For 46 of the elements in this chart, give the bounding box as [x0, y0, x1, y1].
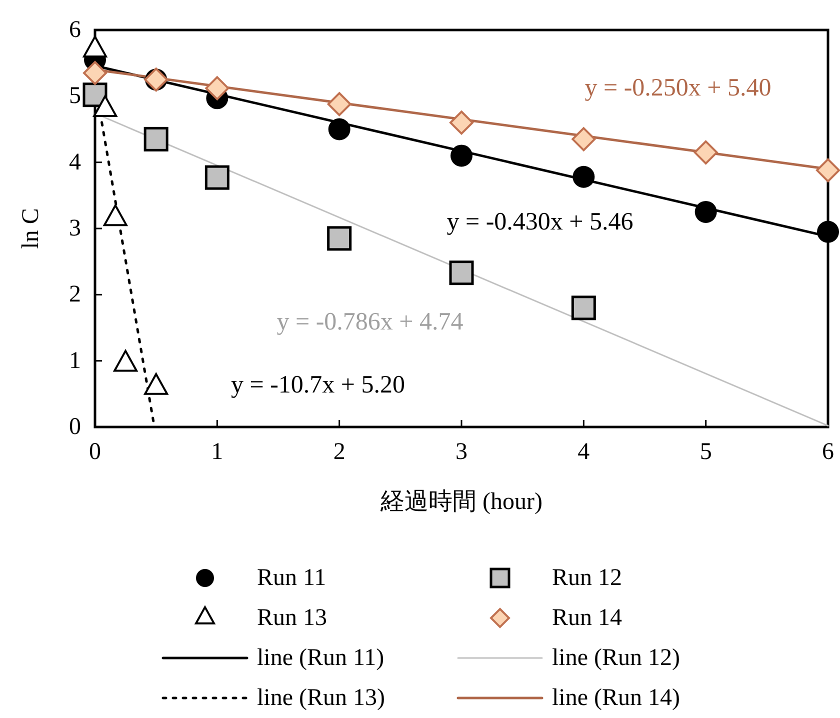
x-tick-label: 1: [211, 439, 224, 465]
x-axis-title: 経過時間 (hour): [380, 489, 542, 515]
legend-label: line (Run 13): [257, 685, 385, 711]
legend-label: Run 14: [552, 605, 622, 631]
point: [694, 140, 718, 164]
point: [816, 158, 840, 182]
x-tick-label: 5: [700, 439, 712, 465]
y-tick-label: 0: [69, 414, 81, 440]
point: [817, 220, 839, 243]
point: [82, 82, 108, 108]
y-tick-label: 2: [69, 282, 81, 308]
y-axis-title: ln C: [18, 208, 44, 249]
point: [205, 76, 230, 100]
x-tick-label: 0: [89, 439, 101, 465]
x-tick-label: 2: [333, 439, 346, 465]
point: [572, 127, 596, 152]
point: [449, 260, 474, 286]
legend-label: line (Run 11): [257, 645, 384, 671]
point: [327, 226, 352, 251]
annotation: y = -0.786x + 4.74: [276, 308, 464, 336]
legend-label: line (Run 12): [552, 645, 680, 671]
y-tick-label: 4: [69, 149, 81, 176]
legend-label: line (Run 14): [552, 685, 680, 711]
annotation: y = -0.430x + 5.46: [446, 208, 634, 236]
x-tick-label: 6: [822, 439, 834, 465]
point: [83, 61, 107, 86]
legend-label: Run 13: [257, 605, 328, 631]
point: [327, 92, 352, 116]
x-tick-label: 3: [456, 439, 468, 465]
point: [572, 166, 595, 188]
y-tick-label: 1: [69, 348, 81, 374]
point: [450, 144, 472, 167]
legend-label: Run 12: [552, 565, 622, 591]
x-tick-label: 4: [578, 439, 590, 465]
y-tick-label: 3: [69, 216, 81, 242]
point: [571, 296, 596, 320]
annotation: y = -10.7x + 5.20: [230, 372, 406, 398]
point: [694, 200, 717, 223]
annotation: y = -0.250x + 5.40: [584, 74, 772, 102]
point: [328, 118, 350, 140]
y-tick-label: 5: [69, 83, 81, 110]
point: [204, 165, 230, 190]
legend-label: Run 11: [257, 565, 326, 591]
point: [144, 126, 168, 152]
y-tick-label: 6: [69, 17, 81, 43]
point: [450, 110, 474, 135]
